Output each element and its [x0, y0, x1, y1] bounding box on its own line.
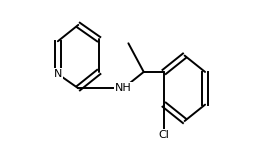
- Text: Cl: Cl: [159, 130, 170, 140]
- Text: NH: NH: [115, 83, 132, 93]
- Text: N: N: [54, 69, 62, 79]
